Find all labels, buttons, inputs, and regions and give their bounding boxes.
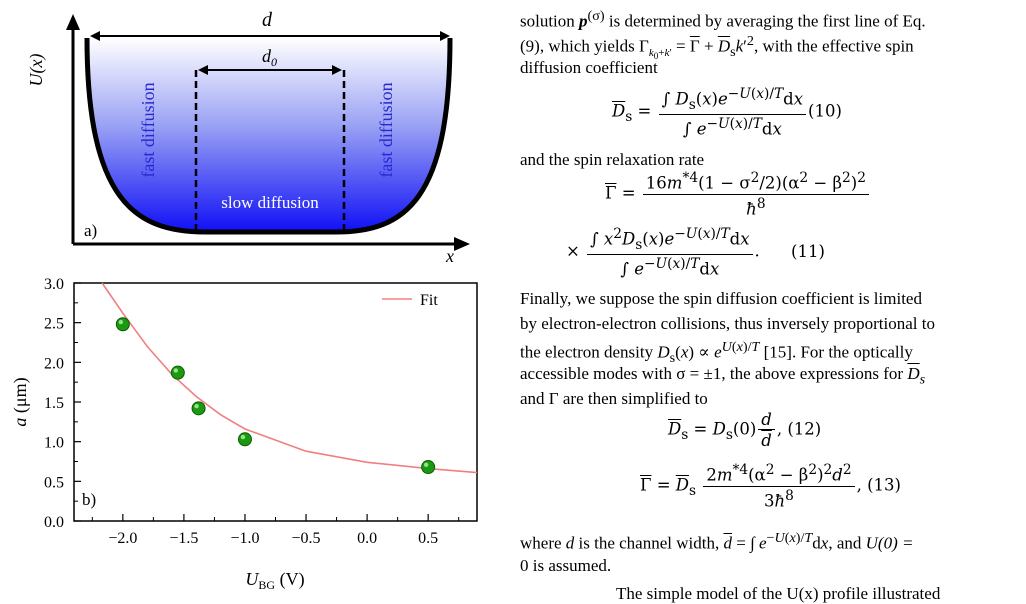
d0-arrow-right [332,65,342,75]
y-ticks: 0.0 0.5 1.0 1.5 2.0 2.5 3.0 [44,276,81,531]
d0-label: d0 [262,46,277,69]
fit-curve [101,282,478,474]
panel-a: U(x) x d d0 fast diffusion fast diffusio… [26,9,470,266]
x-tick-label: −2.0 [108,530,137,547]
text-span: , and [828,533,866,553]
slow-diffusion: slow diffusion [221,193,319,212]
data-point [115,317,130,332]
text-span: is the channel width, [574,533,724,553]
d-arrow-left [90,31,100,41]
text-line-7: the electron density Ds(x) ∝ eU(x)/T [15… [520,339,913,367]
data-point [191,401,206,416]
data-point [237,432,252,447]
equation-11-line1: Γ = 16m*4(1 − σ2/2)(α2 − β2)2 ħ8 [605,170,871,218]
text-line-8: accessible modes with σ = ±1, the above … [520,364,926,388]
data-point [170,365,185,380]
text-span: the electron density [520,342,658,362]
equation-10: Ds = ∫ Ds(x)e−U(x)/Tdx ∫ e−U(x)/Tdx (10) [612,86,842,139]
text-line-1: solution p(σ) is determined by averaging… [520,8,926,31]
d-arrow-right [440,31,450,41]
text-span: U(0) = [865,533,914,553]
figure: U(x) x d d0 fast diffusion fast diffusio… [10,9,478,592]
y-tick-label: 0.5 [44,474,64,491]
y-tick-label: 0.0 [44,514,64,531]
panel-b-xlabel: UBG (V) [245,569,304,592]
legend-label: Fit [420,292,438,309]
text-span: solution [520,11,580,31]
x-tick-label: −0.5 [292,530,321,547]
eq-number: (11) [791,241,825,261]
equation-11-line2: × ∫ x2Ds(x)e−U(x)/Tdx ∫ e−U(x)/Tdx. (11) [566,226,825,279]
text-line-10: where d is the channel width, d = ∫ e−U(… [520,530,914,553]
eq-number: (12) [787,419,822,439]
well-profile [84,37,453,235]
text-line-11: 0 is assumed. [520,556,612,575]
plot-frame [73,282,478,522]
equation-12: Ds = Ds(0) d d, (12) [668,410,822,450]
panel-a-tag: a) [84,221,97,240]
d0-arrow-left [198,65,208,75]
well-fill [87,38,450,232]
text-line-3: diffusion coefficient [520,58,658,77]
x-tick-label: 0.0 [357,530,377,547]
text-column: solution p(σ) is determined by averaging… [520,0,1026,603]
data-points [115,317,436,475]
x-tick-label: −1.0 [230,530,259,547]
y-arrowhead [66,14,80,30]
text-line-5: Finally, we suppose the spin diffusion c… [520,289,922,308]
text-span: (9), which yields [520,36,639,56]
y-tick-label: 3.0 [44,276,64,293]
text-line-4: and the spin relaxation rate [520,150,705,169]
text-line-2: (9), which yields Γk0+k′ = Γ + Dsk′2, wi… [520,33,914,62]
text-line-9: and Γ are then simplified to [520,389,708,408]
x-tick-label: 0.5 [418,530,438,547]
x-tick-label: −1.5 [169,530,198,547]
panel-b: −2.0 −1.5 −1.0 −0.5 0.0 0.5 0.0 0.5 1.0 1.5 2.0 2.… [10,276,478,592]
text-span: , with the effective spin [753,36,914,56]
data-point [421,460,436,475]
text-line-6: by electron-electron collisions, thus in… [520,314,935,333]
fast-diffusion-left: fast diffusion [138,82,158,177]
eq-number: (13) [867,475,901,495]
text-span: where [520,533,566,553]
text-span: accessible modes with σ = ±1, the above … [520,364,908,383]
panel-a-xlabel: x [445,246,454,266]
text-line-12: The simple model of the U(x) profile ill… [616,584,941,603]
fast-diffusion-right: fast diffusion [376,82,396,177]
panel-a-ylabel: U(x) [26,54,47,87]
y-tick-label: 1.5 [44,395,64,412]
y-tick-label: 2.5 [44,316,64,333]
x-ticks: −2.0 −1.5 −1.0 −0.5 0.0 0.5 [91,514,460,547]
d-label: d [262,9,273,31]
text-span: is determined by averaging the first lin… [604,11,926,31]
y-tick-label: 2.0 [44,355,64,372]
x-arrowhead [454,237,470,251]
panel-b-ylabel: a (μm) [10,377,31,426]
equation-13: Γ = Ds 2m*4(α2 − β2)2d2 3ħ8, (13) [640,462,901,510]
y-tick-label: 1.0 [44,435,64,452]
eq-number: (10) [808,101,842,121]
panel-b-tag: b) [82,490,96,509]
